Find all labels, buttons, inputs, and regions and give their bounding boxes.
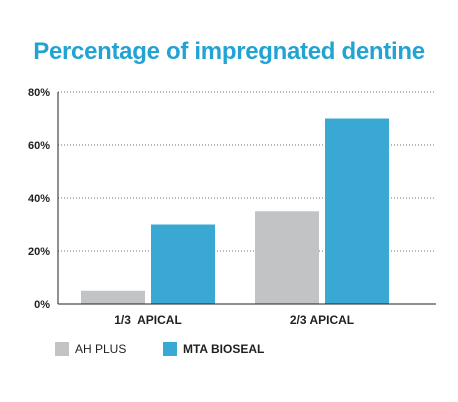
x-tick-label-2: 2/3 APICAL bbox=[290, 313, 354, 327]
chart-title: Percentage of impregnated dentine bbox=[33, 38, 425, 65]
legend-swatch-ah-plus bbox=[55, 342, 69, 356]
y-tick-label-0: 0% bbox=[34, 299, 50, 311]
y-tick-label-20: 20% bbox=[28, 246, 50, 258]
legend-label-ah-plus: AH PLUS bbox=[75, 342, 127, 356]
bar-ah-plus-1 bbox=[81, 290, 145, 304]
x-tick-label-1: 1/3 APICAL bbox=[114, 313, 182, 327]
y-tick-label-60: 60% bbox=[28, 140, 50, 152]
legend-swatch-mta-bioseal bbox=[163, 342, 177, 356]
y-tick-label-40: 40% bbox=[28, 193, 50, 205]
bar-mta-bioseal-2 bbox=[325, 118, 389, 304]
legend-label-mta-bioseal: MTA BIOSEAL bbox=[183, 342, 265, 356]
bar-mta-bioseal-1 bbox=[151, 224, 215, 304]
y-tick-label-80: 80% bbox=[28, 87, 50, 99]
bar-ah-plus-2 bbox=[255, 211, 319, 304]
legend-item-mta-bioseal: MTA BIOSEAL bbox=[163, 342, 264, 356]
legend-item-ah-plus: AH PLUS bbox=[55, 342, 126, 356]
